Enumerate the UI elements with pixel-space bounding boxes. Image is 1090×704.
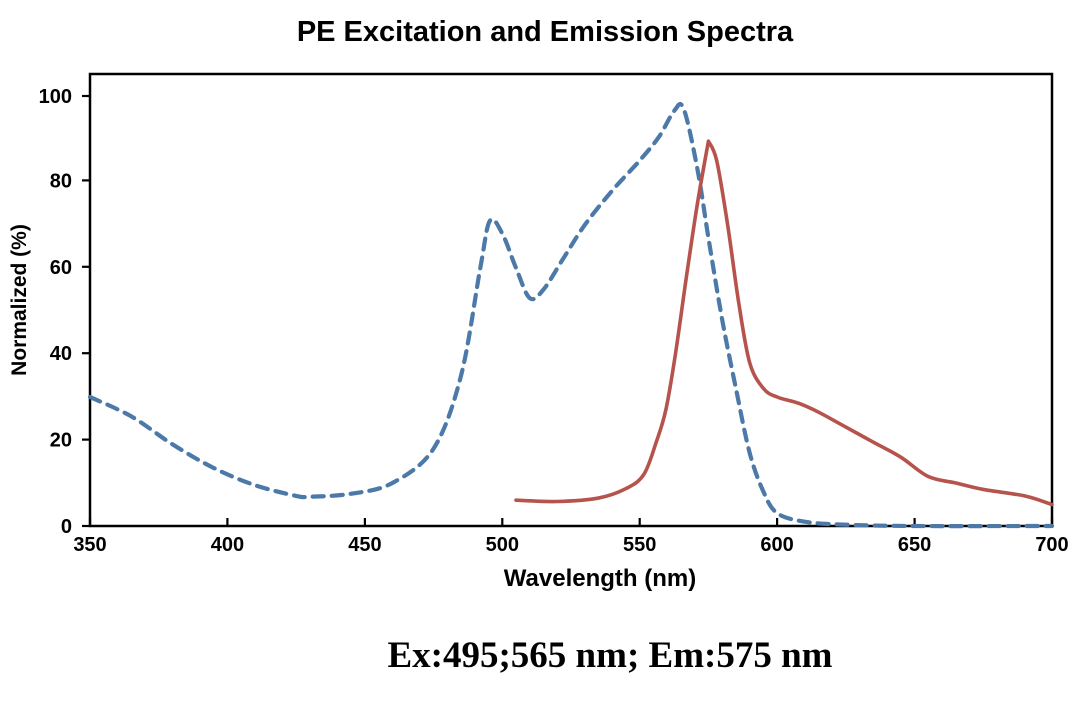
svg-text:650: 650 (898, 534, 931, 556)
svg-text:600: 600 (760, 534, 793, 556)
svg-text:700: 700 (1035, 534, 1068, 556)
svg-text:80: 80 (50, 170, 72, 192)
svg-text:0: 0 (61, 516, 72, 538)
svg-text:60: 60 (50, 257, 72, 279)
svg-text:550: 550 (623, 534, 656, 556)
svg-text:100: 100 (39, 86, 72, 108)
svg-text:450: 450 (348, 534, 381, 556)
svg-text:400: 400 (211, 534, 244, 556)
svg-text:500: 500 (486, 534, 519, 556)
svg-text:20: 20 (50, 430, 72, 452)
svg-text:40: 40 (50, 343, 72, 365)
svg-text:350: 350 (73, 534, 106, 556)
